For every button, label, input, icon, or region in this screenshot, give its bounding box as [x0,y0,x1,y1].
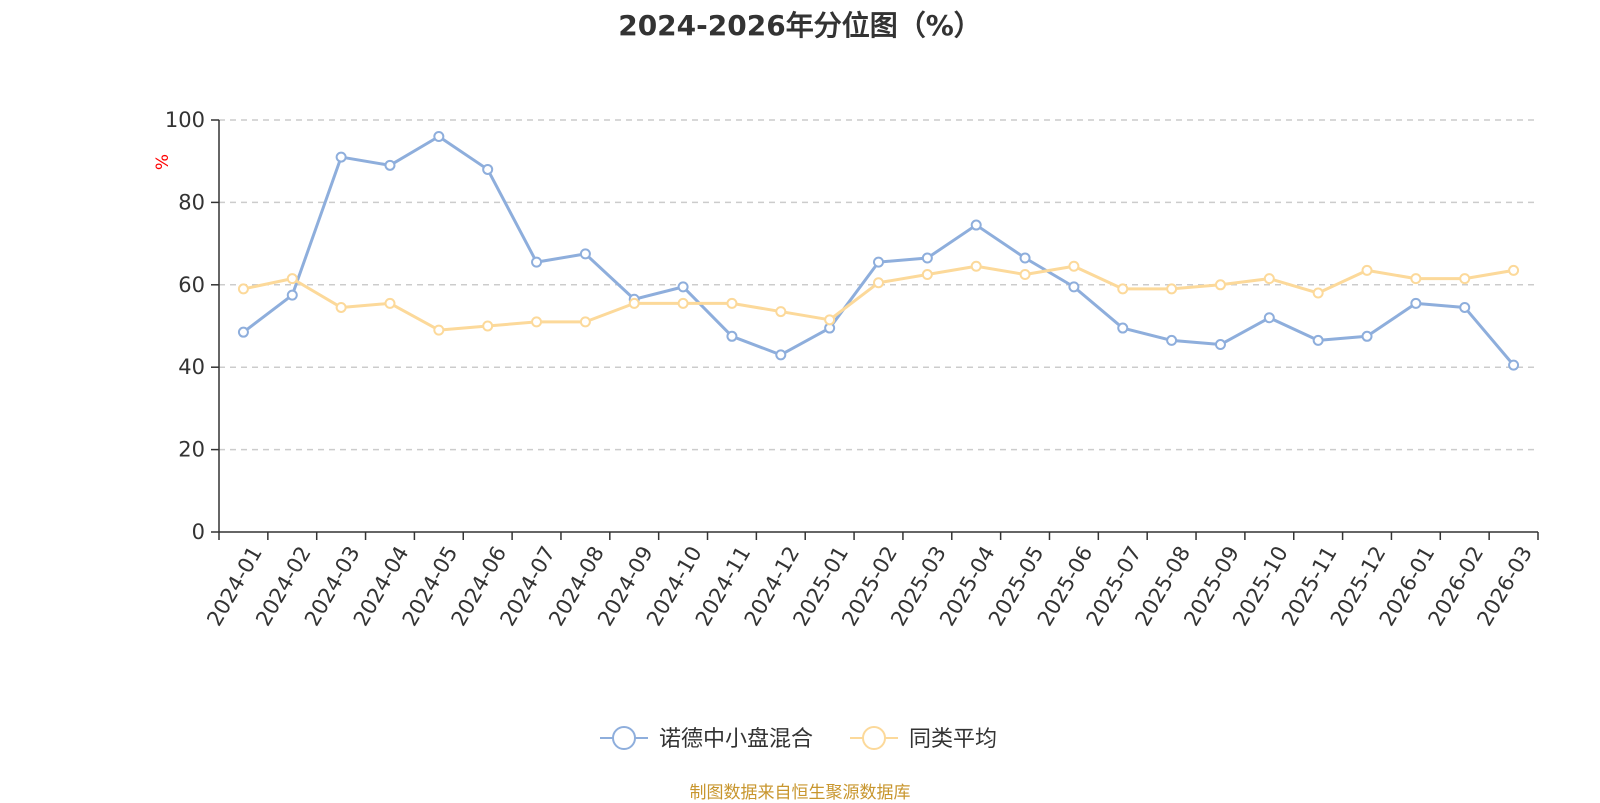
data-point-s0-2024-03[interactable] [335,151,347,163]
legend[interactable]: 诺德中小盘混合 同类平均 [600,726,997,752]
data-point-s1-2024-09[interactable] [628,297,640,309]
legend-marker-series-1 [862,726,886,750]
data-point-s0-2024-04[interactable] [384,159,396,171]
legend-label-series-1: 同类平均 [909,727,997,752]
data-point-s0-2025-08[interactable] [1166,334,1178,346]
data-point-s1-2025-01[interactable] [824,314,836,326]
legend-marker-series-0 [612,726,636,750]
source-note: 制图数据来自恒生聚源数据库 [689,783,911,803]
y-tick-label-60: 60 [178,273,205,297]
data-point-s1-2026-01[interactable] [1410,273,1422,285]
y-tick-label-0: 0 [192,520,205,544]
data-point-s1-2024-10[interactable] [677,297,689,309]
y-tick-labels: 0 20 40 60 80 100 [165,108,219,544]
data-point-s0-2025-04[interactable] [970,219,982,231]
data-point-s1-2025-02[interactable] [873,277,884,289]
series-0 [237,130,1520,371]
data-point-s1-2025-07[interactable] [1117,283,1129,295]
data-point-s0-2025-10[interactable] [1263,312,1275,324]
data-point-s1-2025-12[interactable] [1361,264,1373,276]
data-point-s1-2024-06[interactable] [482,320,494,332]
y-tick-label-80: 80 [178,190,205,214]
data-point-s0-2025-11[interactable] [1312,334,1324,346]
data-point-s0-2025-02[interactable] [873,256,884,268]
data-point-s1-2024-08[interactable] [579,316,591,328]
data-point-s0-2026-03[interactable] [1508,359,1520,371]
data-point-s0-2024-02[interactable] [286,289,298,301]
data-point-s0-2024-10[interactable] [677,281,689,293]
data-point-s1-2024-07[interactable] [531,316,543,328]
data-point-s1-2025-06[interactable] [1068,260,1080,272]
legend-label-series-0: 诺德中小盘混合 [659,727,813,752]
data-point-s1-2024-05[interactable] [433,324,445,336]
data-point-s0-2026-02[interactable] [1459,301,1471,313]
series-line-1 [243,264,1514,332]
data-point-s0-2025-12[interactable] [1361,330,1373,342]
y-tick-label-100: 100 [165,108,205,132]
data-point-s0-2025-07[interactable] [1117,322,1129,334]
data-point-s0-2024-06[interactable] [482,163,494,175]
data-point-s1-2024-03[interactable] [335,301,347,313]
chart-title: 2024-2026年分位图（%） [618,9,982,42]
y-tick-label-40: 40 [178,355,205,379]
series-lines [237,130,1520,371]
data-point-s1-2025-11[interactable] [1312,287,1324,299]
data-point-s0-2025-05[interactable] [1019,252,1031,264]
data-point-s1-2026-02[interactable] [1459,273,1471,285]
data-point-s0-2024-01[interactable] [237,326,249,338]
data-point-s1-2025-10[interactable] [1263,273,1275,285]
data-point-s1-2024-12[interactable] [775,306,787,318]
data-point-s0-2025-06[interactable] [1068,281,1080,293]
data-point-s1-2025-09[interactable] [1214,279,1226,291]
axes: % [153,120,1538,533]
legend-item-series-1[interactable]: 同类平均 [850,726,997,752]
legend-item-series-0[interactable]: 诺德中小盘混合 [600,726,813,752]
data-point-s0-2025-03[interactable] [921,252,933,264]
data-point-s1-2024-11[interactable] [726,297,738,309]
y-axis-unit-label: % [153,154,173,170]
data-point-s1-2026-03[interactable] [1508,264,1520,276]
data-point-s1-2025-05[interactable] [1019,269,1031,280]
data-point-s0-2024-08[interactable] [579,248,591,260]
data-point-s1-2024-02[interactable] [286,273,298,285]
data-point-s0-2025-09[interactable] [1214,339,1226,351]
data-point-s0-2024-12[interactable] [775,349,787,361]
data-point-s1-2025-04[interactable] [970,260,982,272]
data-point-s1-2025-08[interactable] [1166,283,1178,295]
series-1 [237,260,1520,336]
y-tick-label-20: 20 [178,438,205,462]
x-tick-labels: 2024-012024-022024-032024-042024-052024-… [202,532,1539,630]
data-point-s1-2024-01[interactable] [237,283,249,295]
data-point-s0-2024-05[interactable] [433,130,445,142]
data-point-s0-2026-01[interactable] [1410,297,1422,309]
data-point-s1-2025-03[interactable] [921,269,933,280]
data-point-s0-2024-11[interactable] [726,330,738,342]
data-point-s1-2024-04[interactable] [384,297,396,309]
data-point-s0-2024-07[interactable] [531,256,543,268]
